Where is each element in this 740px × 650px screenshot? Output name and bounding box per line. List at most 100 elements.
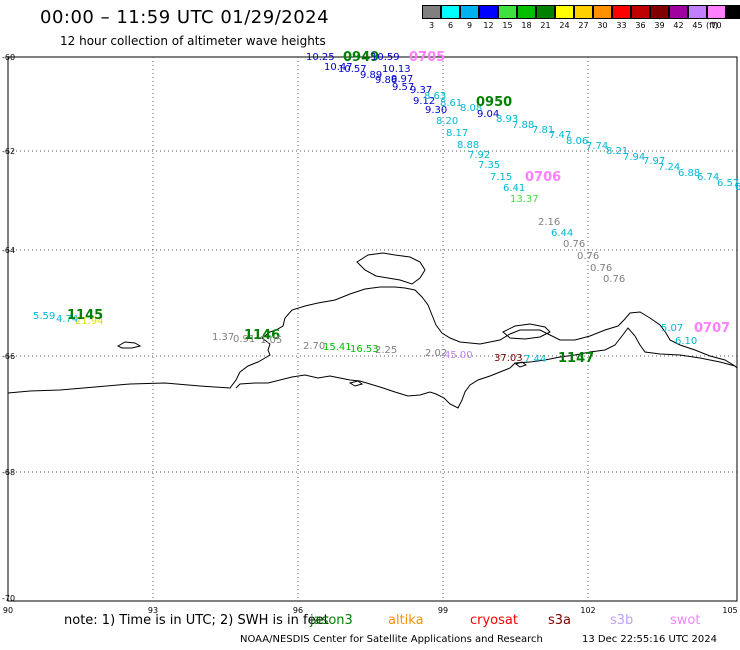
wave-height-value: 6	[735, 182, 740, 193]
colorbar-label: 12	[483, 21, 494, 30]
coastline	[7, 252, 738, 409]
colorbar-unit: (ft)	[706, 21, 719, 30]
wave-height-value: 16.53	[350, 344, 379, 355]
graticule	[8, 57, 737, 601]
colorbar-cell: 24	[554, 5, 574, 30]
wave-height-value: 7.47	[549, 130, 571, 141]
colorbar-label: 33	[616, 21, 627, 30]
map-title: 00:00 – 11:59 UTC 01/29/2024	[40, 7, 330, 28]
wave-height-value: 9.12	[413, 96, 435, 107]
wave-height-value: 1.05	[260, 335, 282, 346]
wave-height-value: 9.57	[392, 82, 414, 93]
wave-height-value: 8.21	[606, 146, 628, 157]
satellite-legend-item: altika	[388, 613, 424, 628]
wave-height-value: 6.57	[717, 178, 739, 189]
wave-height-value: 10.57	[338, 64, 367, 75]
wave-height-value: 6.41	[503, 183, 525, 194]
colorbar-swatch	[687, 5, 707, 19]
colorbar-label: 27	[578, 21, 589, 30]
colorbar-swatch	[668, 5, 688, 19]
wave-height-value: 8.61	[440, 98, 462, 109]
wave-height-value: 9.89	[360, 70, 382, 81]
pass-time-label: 1147	[558, 351, 594, 366]
wave-height-value: 0.76	[563, 239, 585, 250]
colorbar-swatch	[611, 5, 631, 19]
colorbar-swatch	[535, 5, 555, 19]
wave-height-value: 37.03	[494, 353, 523, 364]
colorbar-label: 15	[502, 21, 513, 30]
latitude-tick-label: -66	[2, 352, 15, 361]
pass-time-label: 0706	[525, 170, 561, 185]
wave-height-value: 7.88	[512, 120, 534, 131]
wave-height-value: 0.91	[233, 334, 255, 345]
wave-height-value: 7.97	[643, 156, 665, 167]
colorbar-swatch	[421, 5, 441, 19]
pass-time-label: 0950	[476, 95, 512, 110]
colorbar-swatch	[592, 5, 612, 19]
wave-height-value: 8.63	[424, 91, 446, 102]
wave-height-value: 9.37	[410, 85, 432, 96]
colorbar-swatch	[459, 5, 479, 19]
wave-height-value: 5.07	[661, 323, 683, 334]
wave-height-value: 7.44	[524, 354, 546, 365]
wave-height-value: 8.93	[496, 114, 518, 125]
satellite-legend-item: jason3	[310, 613, 353, 628]
colorbar-cell: 21	[535, 5, 555, 30]
colorbar-label: 70	[711, 21, 722, 30]
colorbar-cell	[725, 5, 740, 30]
wave-height-value: 21.94	[75, 316, 104, 327]
latitude-tick-label: -62	[2, 147, 15, 156]
credit-line: NOAA/NESDIS Center for Satellite Applica…	[240, 634, 543, 645]
colorbar-cell: 36	[630, 5, 650, 30]
colorbar-swatch	[516, 5, 536, 19]
wave-height-value: 4.74	[56, 314, 78, 325]
wave-height-value: 8.08	[460, 103, 482, 114]
longitude-tick-label: 102	[580, 606, 595, 615]
wave-height-value: 2.70	[303, 341, 325, 352]
colorbar-label: 18	[521, 21, 532, 30]
longitude-tick-label: 105	[722, 606, 737, 615]
colorbar-cell: 3	[421, 5, 441, 30]
latitude-tick-label: -64	[2, 246, 15, 255]
wave-height-value: 7.74	[586, 141, 608, 152]
wave-height-value: 10.25	[306, 52, 335, 63]
colorbar-cell: 30	[592, 5, 612, 30]
satellite-legend-item: s3b	[610, 613, 634, 628]
colorbar-label: 24	[559, 21, 570, 30]
pass-time-label: 0707	[694, 321, 730, 336]
colorbar-cell: 15	[497, 5, 517, 30]
wave-height-value: 7.15	[490, 172, 512, 183]
pass-time-label: 0949	[343, 50, 379, 65]
map-frame	[7, 56, 738, 602]
wave-height-value: 8.17	[446, 128, 468, 139]
colorbar-swatch	[706, 5, 726, 19]
longitude-tick-label: 93	[148, 606, 158, 615]
wave-height-value: 10.13	[382, 64, 411, 75]
wave-height-value: 6.74	[697, 172, 719, 183]
colorbar-cell: 6	[440, 5, 460, 30]
satellite-legend-item: cryosat	[470, 613, 518, 628]
wave-height-value: 6.10	[675, 336, 697, 347]
wave-height-value: 8.20	[436, 116, 458, 127]
colorbar-swatch	[497, 5, 517, 19]
wave-height-value: 7.81	[532, 125, 554, 136]
map-subtitle: 12 hour collection of altimeter wave hei…	[60, 34, 326, 48]
wave-height-value: 8.06	[566, 136, 588, 147]
wave-height-value: 2.16	[538, 217, 560, 228]
colorbar-cell: 42	[668, 5, 688, 30]
wave-height-value: 15.41	[323, 342, 352, 353]
latitude-tick-label: -60	[2, 53, 15, 62]
colorbar-swatch	[573, 5, 593, 19]
wave-height-value: 13.37	[510, 194, 539, 205]
wave-height-value: 45.00	[444, 350, 473, 361]
wave-height-value: 7.94	[623, 152, 645, 163]
wave-height-value: 8.88	[457, 140, 479, 151]
wave-height-value: 9.04	[477, 109, 499, 120]
footer-note: note: 1) Time is in UTC; 2) SWH is in fe…	[64, 613, 329, 628]
wave-height-value: 7.24	[658, 162, 680, 173]
colorbar-label: 30	[597, 21, 608, 30]
colorbar-cell: 33	[611, 5, 631, 30]
colorbar-swatch	[649, 5, 669, 19]
